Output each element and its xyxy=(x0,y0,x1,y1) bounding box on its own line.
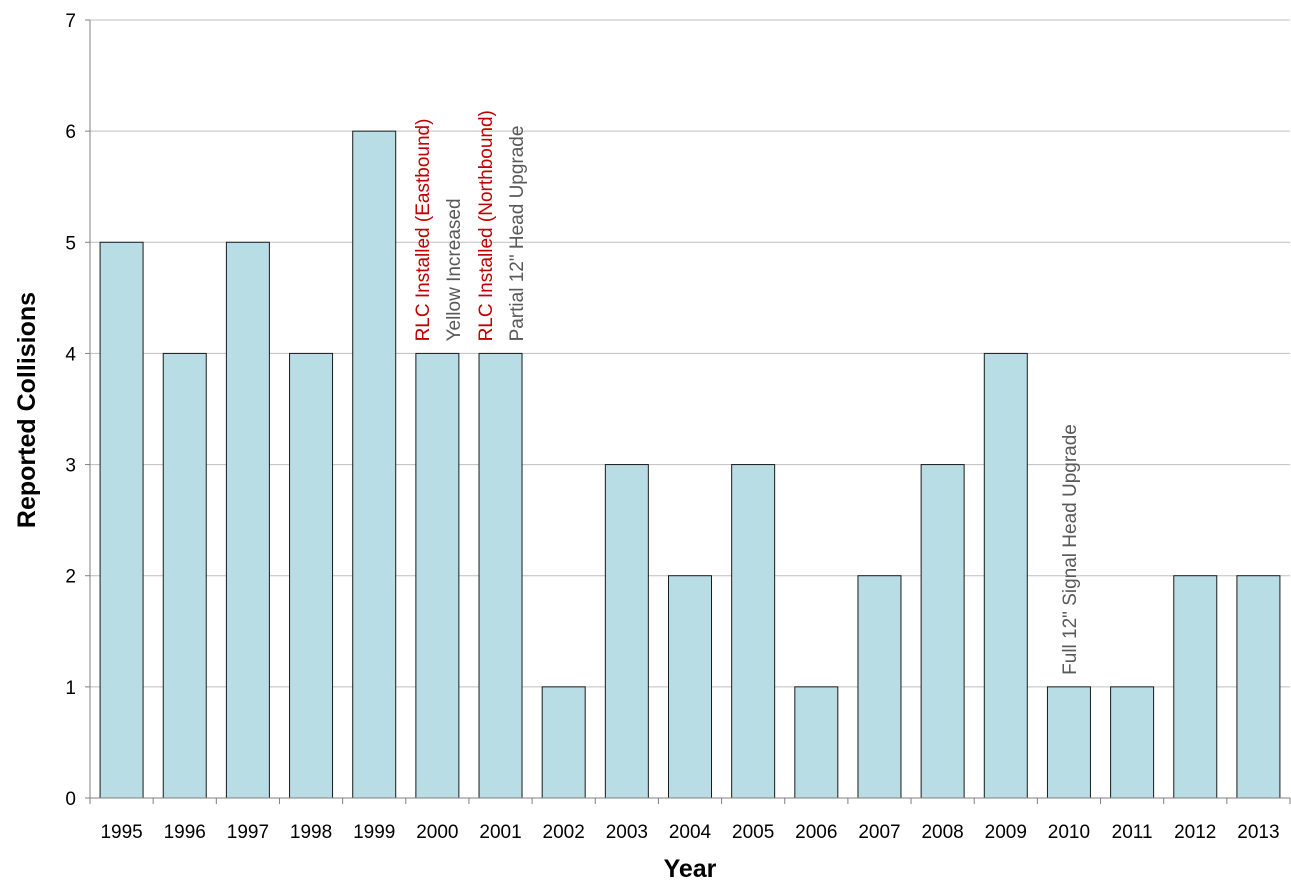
bar-1998 xyxy=(289,352,334,799)
bar-2013 xyxy=(1236,575,1281,799)
annotation-label: Partial 12" Head Upgrade xyxy=(507,126,528,342)
annotation-label: RLC Installed (Northbound) xyxy=(476,110,497,341)
x-tick-label: 2007 xyxy=(858,822,900,843)
x-tick-label: 1997 xyxy=(227,822,269,843)
y-axis: 0 1 2 3 4 5 6 7 xyxy=(65,11,91,810)
x-tick-label: 2012 xyxy=(1174,822,1216,843)
y-tick-label: 7 xyxy=(65,11,76,32)
bar-1997 xyxy=(225,241,270,799)
x-tick-label: 2010 xyxy=(1048,822,1090,843)
bar-2008 xyxy=(920,464,965,799)
x-tick-label: 1995 xyxy=(100,822,142,843)
x-tick-label: 2000 xyxy=(416,822,458,843)
y-tick-label: 5 xyxy=(65,233,76,254)
x-tick-label: 2002 xyxy=(543,822,585,843)
bar-2007 xyxy=(857,575,902,799)
bar-1999 xyxy=(352,130,397,799)
annotations: RLC Installed (Eastbound) Yellow Increase… xyxy=(413,110,1081,675)
y-tick-label: 2 xyxy=(65,567,76,588)
bar-2002 xyxy=(541,686,586,799)
bar-2001 xyxy=(478,352,523,799)
x-axis-title: Year xyxy=(664,855,717,883)
annotation-label: Yellow Increased xyxy=(444,198,465,341)
x-tick-label: 2006 xyxy=(795,822,837,843)
x-tick-label: 1996 xyxy=(164,822,206,843)
bar-2012 xyxy=(1173,575,1218,799)
y-tick-label: 4 xyxy=(65,344,76,365)
x-tick-label: 2013 xyxy=(1237,822,1279,843)
y-tick-label: 0 xyxy=(65,789,76,810)
bar-1996 xyxy=(162,352,207,799)
x-axis: 1995 1996 1997 1998 1999 2000 2001 2002 2003 2004… xyxy=(89,797,1291,843)
x-tick-label: 2008 xyxy=(921,822,963,843)
bar-2011 xyxy=(1110,686,1155,799)
x-tick-label: 1998 xyxy=(290,822,332,843)
x-tick-label: 1999 xyxy=(353,822,395,843)
annotation-label: RLC Installed (Eastbound) xyxy=(413,119,434,342)
bar-2006 xyxy=(794,686,839,799)
x-tick-label: 2003 xyxy=(606,822,648,843)
y-tick-label: 6 xyxy=(65,122,76,143)
x-tick-label: 2005 xyxy=(732,822,774,843)
x-tick-label: 2001 xyxy=(479,822,521,843)
bars xyxy=(99,130,1281,799)
bar-2010 xyxy=(1046,686,1091,799)
x-tick-label: 2004 xyxy=(669,822,712,843)
bar-2003 xyxy=(604,464,649,799)
bar-2004 xyxy=(668,575,712,799)
y-tick-label: 1 xyxy=(65,678,76,699)
annotation-label: Full 12" Signal Head Upgrade xyxy=(1060,424,1081,675)
y-tick-label: 3 xyxy=(65,456,76,477)
bar-2000 xyxy=(415,352,460,799)
x-tick-label: 2011 xyxy=(1112,822,1153,843)
y-axis-title: Reported Collisions xyxy=(13,292,41,528)
bar-1995 xyxy=(99,241,144,799)
x-tick-label: 2009 xyxy=(985,822,1027,843)
bar-2005 xyxy=(731,464,776,799)
bar-2009 xyxy=(983,352,1028,799)
